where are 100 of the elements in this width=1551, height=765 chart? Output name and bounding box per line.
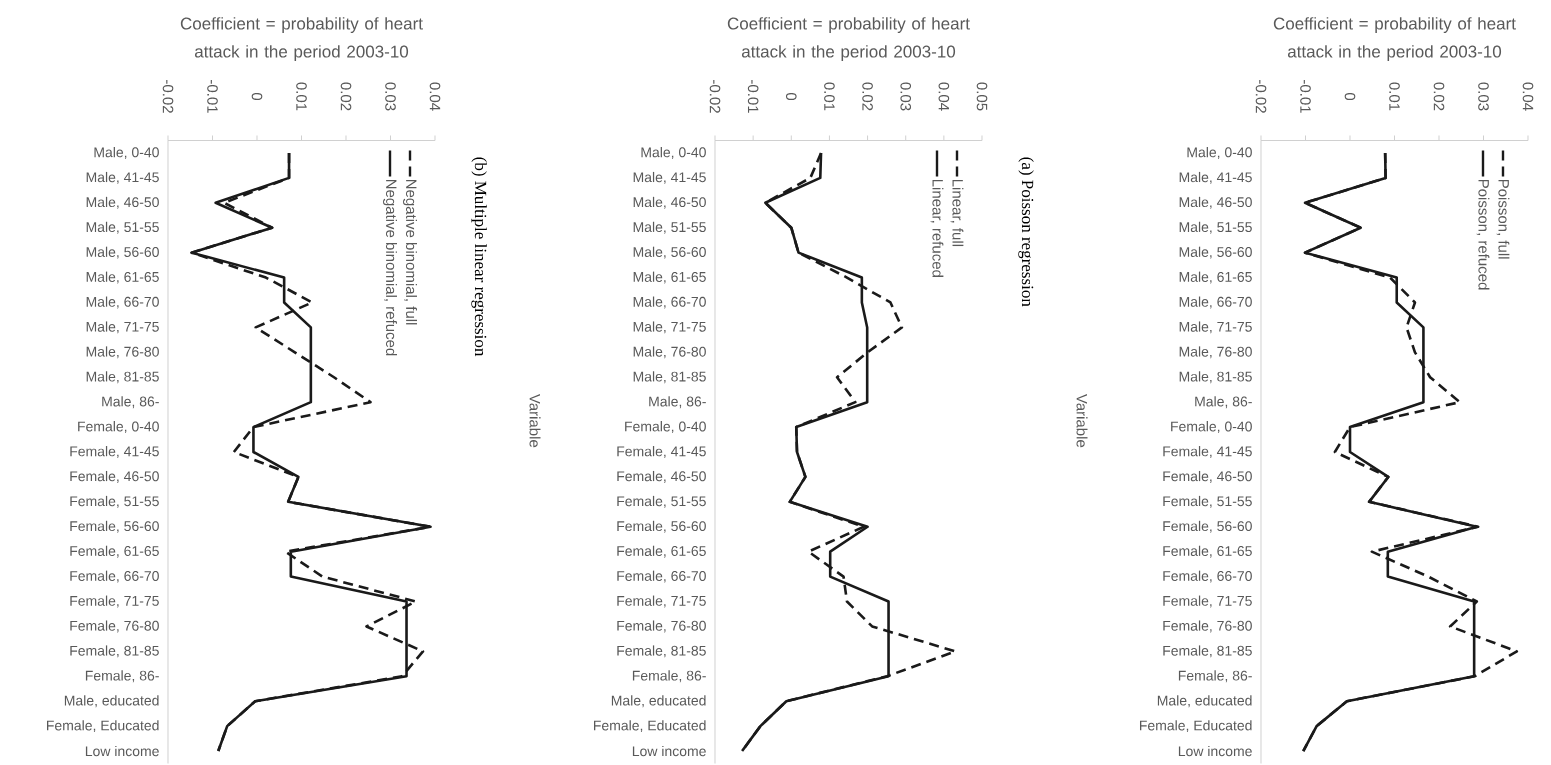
text: (b) Multiple linear regression bbox=[471, 157, 487, 357]
y-tick-label: Female, 66-70 bbox=[617, 570, 706, 583]
y-tick-label: Low income bbox=[85, 745, 159, 757]
x-axis-title: Coefficient = probability of heart attack in the period 2003-10 bbox=[1273, 17, 1516, 61]
y-tick-label: Female, 46-50 bbox=[617, 470, 706, 483]
x-axis-title: Coefficient = probability of heart attack in the period 2003-10 bbox=[180, 17, 423, 61]
legend-label: Linear, full bbox=[950, 179, 964, 247]
y-tick-label: Male, 41-45 bbox=[86, 171, 159, 184]
x-tick-label: -0.01 bbox=[207, 80, 218, 113]
x-tick-label: -0.01 bbox=[1300, 80, 1311, 113]
y-tick-label: Male, 71-75 bbox=[633, 321, 706, 334]
y-tick-label: Female, 41-45 bbox=[617, 446, 706, 458]
y-axis-title: Variable bbox=[529, 393, 541, 448]
y-tick-label: Male, 81-85 bbox=[633, 371, 706, 384]
y-tick-label: Male, 86- bbox=[1195, 396, 1252, 409]
y-tick-label: Female, 81-85 bbox=[1163, 645, 1252, 658]
y-tick-label: Male, 51-55 bbox=[633, 221, 706, 234]
y-tick-label: Female, 86- bbox=[1178, 670, 1252, 683]
x-tick-label: -0.01 bbox=[747, 80, 759, 113]
x-tick-label: -0.02 bbox=[709, 80, 721, 113]
y-tick-label: Male, 0-40 bbox=[94, 147, 159, 159]
y-tick-label: Male, 46-50 bbox=[1179, 196, 1252, 209]
y-tick-label: Female, Educated bbox=[47, 720, 159, 733]
y-tick-label: Low income bbox=[1178, 745, 1252, 757]
y-tick-label: Female, Educated bbox=[1140, 720, 1252, 733]
y-tick-label: Female, 46-50 bbox=[1163, 470, 1252, 483]
x-tick-label: -0.02 bbox=[1255, 80, 1267, 113]
x-tick-label: 0.02 bbox=[1433, 82, 1445, 111]
y-tick-label: Female, 66-70 bbox=[70, 570, 159, 583]
y-tick-label: Male, 76-80 bbox=[633, 346, 706, 359]
x-tick-label: 0.03 bbox=[900, 82, 912, 111]
x-tick-label: 0.01 bbox=[296, 82, 307, 111]
y-tick-label: Male, 86- bbox=[102, 396, 159, 409]
x-axis-title: Coefficient = probability of heart attack in the period 2003-10 bbox=[727, 17, 970, 61]
y-tick-label: Female, 66-70 bbox=[1163, 570, 1252, 583]
y-tick-label: Male, 76-80 bbox=[1179, 346, 1252, 359]
y-tick-label: Male, 71-75 bbox=[1179, 321, 1252, 334]
x-tick-label: 0.01 bbox=[824, 82, 835, 111]
x-tick-label: 0 bbox=[785, 92, 797, 101]
x-tick-label: 0.05 bbox=[976, 82, 988, 111]
y-tick-label: Female, 56-60 bbox=[70, 520, 159, 533]
y-tick-label: Male, 51-55 bbox=[86, 221, 159, 234]
y-tick-label: Female, 76-80 bbox=[1163, 620, 1252, 633]
y-tick-label: Female, 56-60 bbox=[617, 520, 706, 533]
y-tick-label: Male, 46-50 bbox=[86, 196, 159, 209]
y-tick-label: Female, Educated bbox=[594, 720, 706, 733]
y-tick-label: Female, 41-45 bbox=[1163, 446, 1252, 458]
y-tick-label: Female, 0-40 bbox=[625, 421, 706, 434]
legend-label: Negative binomial, refuced bbox=[383, 179, 397, 356]
y-tick-label: Male, 56-60 bbox=[86, 246, 159, 259]
legend-label: Linear, refuced bbox=[930, 179, 944, 277]
x-tick-label: 0.03 bbox=[385, 82, 396, 111]
y-tick-label: Male, 41-45 bbox=[1179, 171, 1252, 184]
y-axis-title: Variable bbox=[1076, 393, 1088, 448]
y-tick-label: Low income bbox=[632, 745, 706, 757]
y-tick-label: Female, 71-75 bbox=[617, 595, 706, 608]
x-tick-label: 0 bbox=[1344, 92, 1356, 101]
legend-label: Poisson, refuced bbox=[1476, 179, 1490, 290]
y-tick-label: Female, 0-40 bbox=[78, 421, 159, 434]
y-tick-label: Female, 61-65 bbox=[617, 545, 706, 558]
y-tick-label: Female, 86- bbox=[632, 670, 706, 683]
y-tick-label: Male, 86- bbox=[649, 396, 706, 409]
y-tick-label: Male, 66-70 bbox=[633, 296, 706, 309]
y-tick-label: Female, 81-85 bbox=[70, 645, 159, 658]
y-tick-label: Male, 76-80 bbox=[86, 346, 159, 359]
y-tick-label: Male, 66-70 bbox=[1179, 296, 1252, 309]
y-tick-label: Female, 46-50 bbox=[70, 470, 159, 483]
x-tick-label: 0.02 bbox=[862, 82, 873, 111]
x-tick-label: -0.02 bbox=[162, 80, 174, 113]
y-tick-label: Male, 61-65 bbox=[1179, 271, 1252, 284]
x-tick-label: 0.01 bbox=[1389, 82, 1400, 111]
legend-label: Negative binomial, full bbox=[403, 179, 417, 325]
y-tick-label: Male, 56-60 bbox=[633, 246, 706, 259]
y-tick-label: Female, 71-75 bbox=[1163, 595, 1252, 608]
y-tick-label: Female, 81-85 bbox=[617, 645, 706, 658]
y-tick-label: Female, 56-60 bbox=[1163, 520, 1252, 533]
y-tick-label: Male, educated bbox=[64, 695, 159, 708]
y-tick-label: Male, 0-40 bbox=[641, 147, 706, 159]
text: (a) Poisson regression bbox=[1018, 157, 1034, 307]
y-tick-label: Male, 81-85 bbox=[1179, 371, 1252, 384]
x-tick-label: 0.04 bbox=[938, 82, 950, 111]
x-tick-label: 0.04 bbox=[429, 82, 441, 111]
y-tick-label: Male, 61-65 bbox=[86, 271, 159, 284]
y-tick-label: Female, 76-80 bbox=[617, 620, 706, 633]
y-tick-label: Male, 46-50 bbox=[633, 196, 706, 209]
legend-label: Poisson, full bbox=[1496, 179, 1510, 259]
x-tick-label: 0 bbox=[251, 92, 263, 101]
y-tick-label: Female, 86- bbox=[85, 670, 159, 683]
y-tick-label: Male, 66-70 bbox=[86, 296, 159, 309]
y-tick-label: Male, 41-45 bbox=[633, 171, 706, 184]
y-tick-label: Male, educated bbox=[1157, 695, 1252, 708]
y-tick-label: Female, 41-45 bbox=[70, 446, 159, 458]
y-tick-label: Male, 81-85 bbox=[86, 371, 159, 384]
y-tick-label: Female, 51-55 bbox=[1163, 495, 1252, 508]
y-tick-label: Male, 71-75 bbox=[86, 321, 159, 334]
y-tick-label: Female, 61-65 bbox=[1163, 545, 1252, 558]
x-tick-label: 0.04 bbox=[1522, 82, 1534, 111]
y-tick-label: Male, 56-60 bbox=[1179, 246, 1252, 259]
y-tick-label: Female, 61-65 bbox=[70, 545, 159, 558]
y-tick-label: Male, 61-65 bbox=[633, 271, 706, 284]
